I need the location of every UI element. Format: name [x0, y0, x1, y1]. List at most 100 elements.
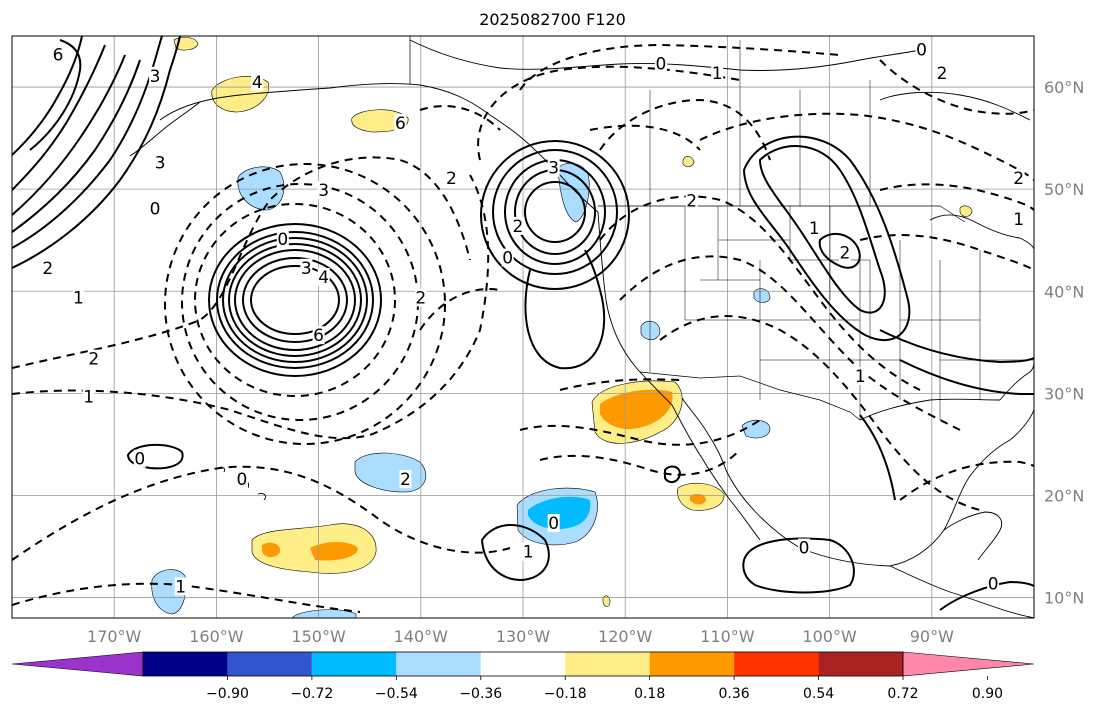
contour-label-bg: [547, 158, 560, 177]
shade-blue-south-core: [528, 496, 591, 530]
contour-label: 4: [252, 73, 263, 93]
contour-label-bg: [300, 258, 313, 277]
lon-tick-label: 140°W: [394, 627, 449, 646]
contour-label-bg: [317, 267, 330, 286]
contour-label-bg: [838, 243, 851, 262]
shade-orange-baja-core: [600, 389, 673, 430]
lon-tick-label: 160°W: [189, 627, 244, 646]
contour-label: 0: [277, 230, 288, 250]
contour-label: 3: [150, 67, 161, 87]
contour-label-bg: [445, 168, 458, 187]
lat-tick-label: 40°N: [1044, 282, 1084, 301]
contour-label-bg: [312, 326, 325, 345]
lat-tick-label: 10°N: [1044, 589, 1084, 608]
contour-label: 0: [150, 200, 161, 220]
contour-label: 1: [73, 288, 84, 308]
contour-label: 1: [83, 387, 94, 407]
contour-west-pacific: [12, 36, 181, 269]
colorbar-segment: [734, 652, 819, 676]
contour-label: 6: [53, 45, 64, 65]
coastlines: [129, 36, 1034, 618]
coastline-great-lakes: [929, 214, 1034, 251]
contour-label-bg: [987, 574, 1000, 593]
contour-label-bg: [1012, 168, 1025, 187]
contour-label-bg: [51, 45, 64, 64]
lon-tick-label: 170°W: [87, 627, 142, 646]
lat-tick-label: 50°N: [1044, 180, 1084, 199]
contour-label: 1: [175, 577, 186, 597]
contour-label: 2: [937, 64, 948, 84]
contour-high-pacific: [208, 223, 382, 377]
lat-tick-label: 60°N: [1044, 78, 1084, 97]
colorbar-segment: [143, 652, 228, 676]
shaded-areas: [151, 37, 973, 618]
lon-tick-label: 100°W: [802, 627, 857, 646]
contour-label-bg: [501, 248, 514, 267]
colorbar-segment: [227, 652, 312, 676]
lon-tick-label: 90°W: [910, 627, 954, 646]
contour-label: 3: [155, 154, 166, 174]
contour-label: 0: [237, 470, 248, 490]
contour-dashed-east: [419, 43, 1034, 511]
contour-label-bg: [154, 153, 167, 172]
contour-us-ridge: [480, 135, 1034, 611]
coastline-central-america: [889, 565, 1034, 618]
contour-label-bg: [654, 54, 667, 73]
plot-title: 2025082700 F120: [479, 10, 626, 29]
contour-label-bg: [915, 40, 928, 59]
contour-label: 2: [415, 288, 426, 308]
contour-label: 2: [1013, 169, 1024, 189]
contour-label-bg: [399, 470, 412, 489]
coastline-gulf-california: [681, 397, 727, 471]
colorbar-segment: [818, 652, 903, 676]
lat-tick-label: 30°N: [1044, 384, 1084, 403]
contour-label-bg: [251, 72, 264, 91]
contour-label: 2: [686, 191, 697, 211]
contour-label-bg: [276, 230, 289, 249]
contour-label: 2: [512, 217, 523, 237]
contour-label: 3: [318, 181, 329, 201]
colorbar-tick-label: −0.72: [290, 686, 333, 702]
latitude-labels: 60°N 50°N 40°N 30°N 20°N 10°N: [1044, 78, 1084, 608]
colorbar-segment: [565, 652, 650, 676]
contour-label: 3: [548, 159, 559, 179]
contour-label: 2: [42, 259, 53, 279]
colorbar-tick-label: 0.18: [634, 686, 665, 702]
border-canada-provinces: [649, 40, 871, 206]
contour-label: 6: [395, 114, 406, 134]
lon-tick-label: 130°W: [496, 627, 551, 646]
shade-orange-southwest-2: [310, 542, 358, 561]
coastline-yucatan: [943, 511, 1003, 561]
contour-label: 0: [988, 574, 999, 594]
contour-label-bg: [235, 470, 248, 489]
contour-label: 6: [313, 326, 324, 346]
contour-label-bg: [547, 514, 560, 533]
contour-label-bg: [174, 577, 187, 596]
contour-label-bg: [685, 191, 698, 210]
shade-yellow-aleutian: [173, 37, 199, 51]
map-frame: [11, 35, 1035, 619]
contour-label: 0: [916, 40, 927, 60]
contour-label: 1: [855, 367, 866, 387]
colorbar-segment: [649, 652, 735, 676]
contour-label: 0: [656, 55, 667, 75]
contour-label-bg: [522, 542, 535, 561]
contour-label: 2: [88, 350, 99, 370]
shade-yellow-small-1: [682, 156, 695, 168]
shade-orange-southwest: [262, 542, 281, 558]
contours: [12, 36, 1034, 613]
colorbar-frame: [142, 651, 904, 677]
colorbar-tick-label: 0.90: [972, 686, 1003, 702]
colorbar-extend-high: [902, 651, 1035, 677]
state-lines: [649, 206, 1034, 420]
contour-label-bg: [798, 538, 811, 557]
lon-tick-label: 110°W: [700, 627, 755, 646]
coastline-alaska: [159, 83, 599, 213]
colorbar-tick-label: −0.36: [459, 686, 502, 702]
contour-label: 1: [1013, 210, 1024, 230]
coastline-hudson-bay: [879, 91, 1031, 121]
shade-blue-gulf: [237, 166, 285, 211]
lat-tick-label: 20°N: [1044, 486, 1084, 505]
colorbar-tick-label: −0.54: [375, 686, 418, 702]
